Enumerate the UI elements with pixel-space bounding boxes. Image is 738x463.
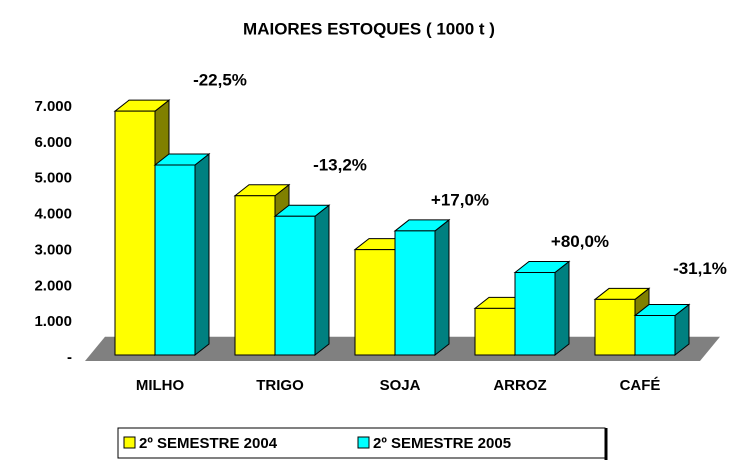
bar-face [514,272,556,356]
legend-label: 2º SEMESTRE 2005 [373,435,511,452]
bar-face [234,195,276,356]
bar [153,152,211,357]
x-tick-label: MILHO [136,377,185,394]
bar-face [434,218,450,357]
bar-face [354,249,396,356]
bar-face [394,230,436,356]
legend-swatch [123,436,136,449]
bar-face [554,260,570,357]
bar [633,303,691,357]
y-tick-label: 5.000 [34,170,72,187]
bar [513,260,571,357]
x-tick-label: SOJA [380,377,421,394]
x-tick-label: ARROZ [493,377,546,394]
bar-face [634,315,676,356]
bar-face [194,152,210,357]
chart-title: MAIORES ESTOQUES ( 1000 t ) [243,19,495,38]
bar-face [474,307,516,356]
y-tick-label: 2.000 [34,277,72,294]
annotation: -22,5% [193,71,247,90]
x-tick-label: CAFÉ [620,377,661,394]
y-tick-label: - [67,349,72,366]
bar [393,218,451,357]
bar-face [314,204,330,357]
annotation: -13,2% [313,155,367,174]
x-tick-label: TRIGO [256,377,304,394]
annotation: -31,1% [673,259,727,278]
bar-face [274,215,316,356]
annotation: +17,0% [431,190,489,209]
legend-swatch [357,436,370,449]
y-tick-label: 7.000 [34,98,72,115]
y-tick-label: 6.000 [34,134,72,151]
bar-face [114,110,156,356]
y-tick-label: 1.000 [34,313,72,330]
annotation: +80,0% [551,232,609,251]
bar-face [594,298,636,356]
y-tick-label: 3.000 [34,241,72,258]
bar [273,204,331,357]
y-tick-label: 4.000 [34,206,72,223]
bar-face [154,164,196,356]
legend-label: 2º SEMESTRE 2004 [139,435,278,452]
